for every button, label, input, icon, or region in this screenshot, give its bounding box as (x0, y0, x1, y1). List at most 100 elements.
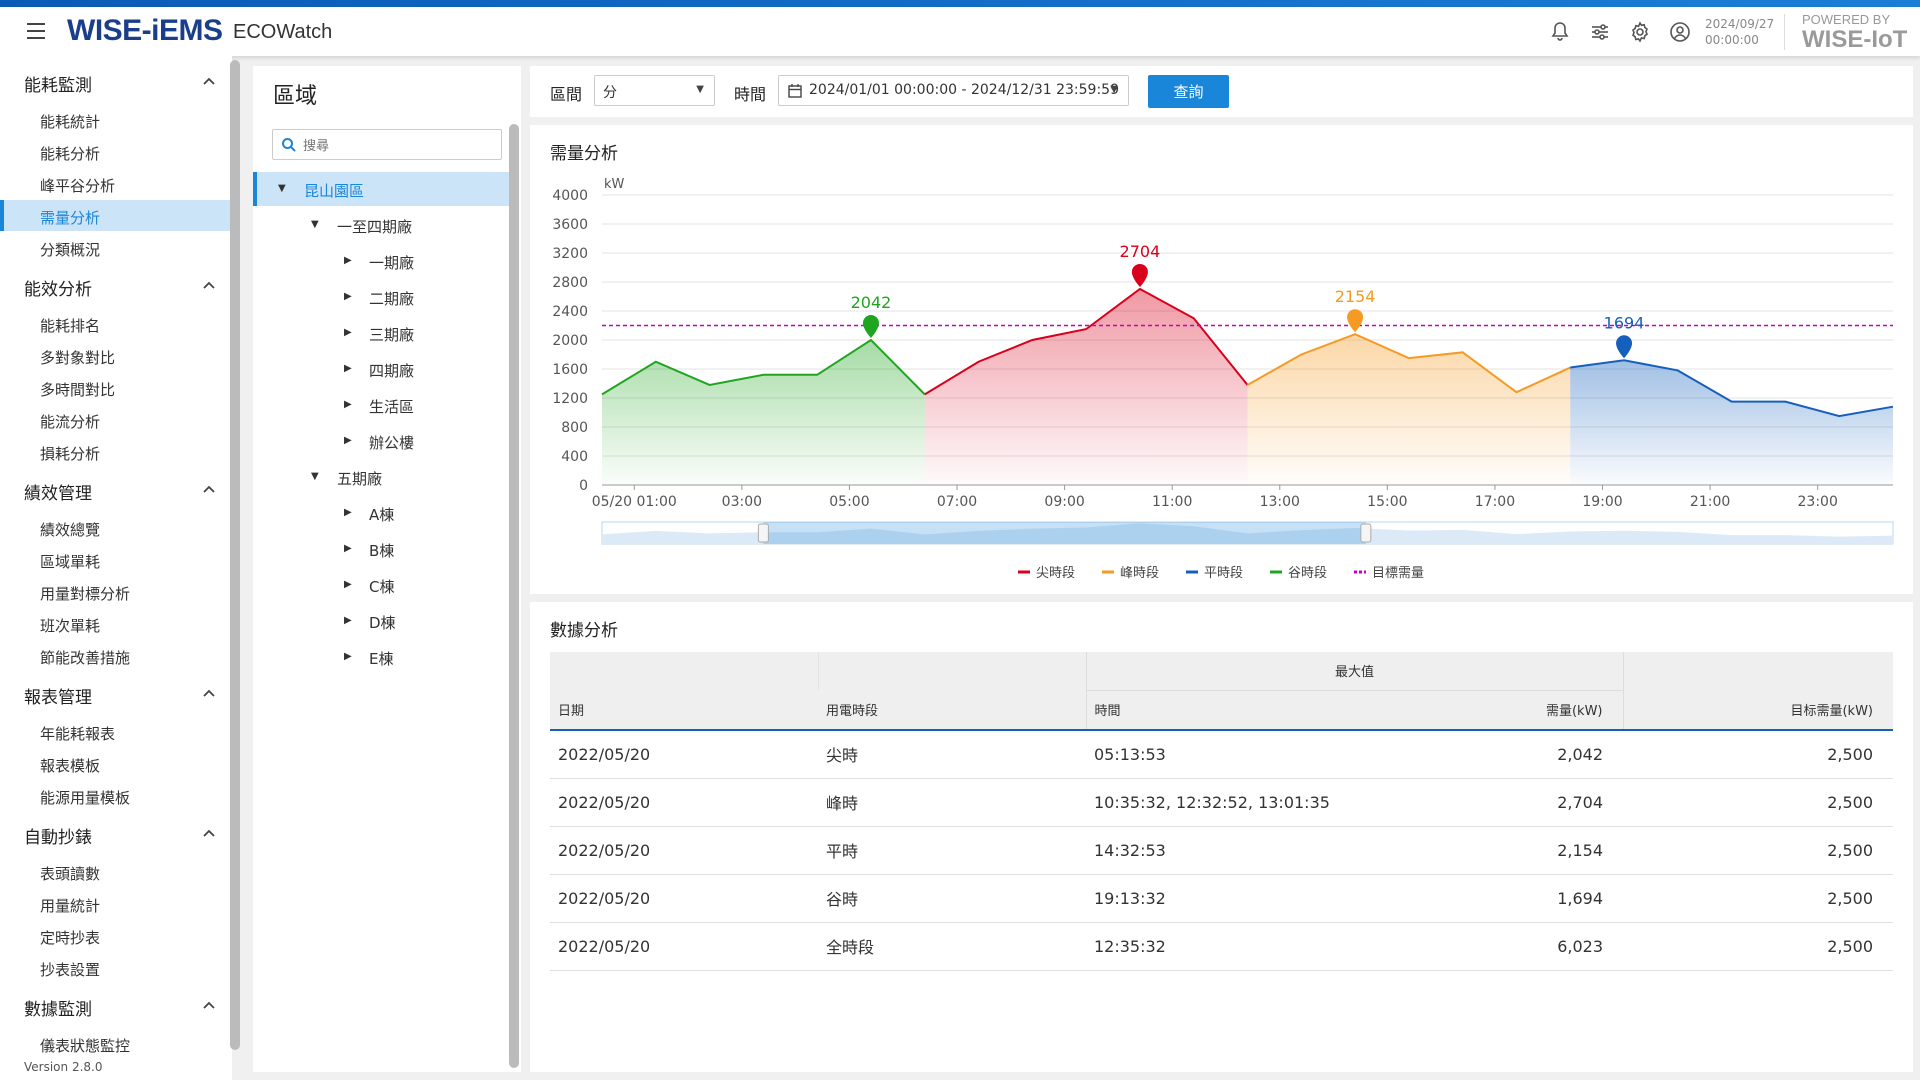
sidebar-item-meter-status[interactable]: 儀表狀態監控 (40, 1037, 131, 1055)
sidebar-group-efficiency[interactable]: 能效分析 (24, 280, 92, 300)
region-search-input[interactable] (303, 134, 493, 156)
tree-node-root[interactable]: 昆山園區 (304, 182, 365, 200)
tree-collapse-icon[interactable]: ▶ (344, 543, 352, 554)
sidebar-item-multi-time[interactable]: 多時間對比 (40, 381, 116, 399)
tree-expand-icon[interactable]: ▼ (311, 219, 319, 230)
tree-collapse-icon[interactable]: ▶ (344, 615, 352, 626)
sidebar-item-ranking[interactable]: 能耗排名 (40, 317, 101, 335)
sidebar-item-area-unit[interactable]: 區域單耗 (40, 553, 101, 571)
gear-icon[interactable] (1628, 20, 1652, 44)
tree-node-plant1[interactable]: 一期廠 (369, 254, 415, 272)
sidebar-item-annual-report[interactable]: 年能耗報表 (40, 725, 116, 743)
sidebar-item-report-template[interactable]: 報表模板 (40, 757, 101, 775)
sidebar-item-energy-stats[interactable]: 能耗統計 (40, 113, 101, 131)
cell-target: 2,500 (1623, 874, 1893, 923)
x-tick-label: 19:00 (1582, 494, 1622, 510)
sidebar-item-energy-analysis[interactable]: 能耗分析 (40, 145, 101, 163)
tree-node-living[interactable]: 生活區 (369, 398, 415, 416)
sidebar-item-improvement[interactable]: 節能改善措施 (40, 649, 131, 667)
tree-node-plant2[interactable]: 二期廠 (369, 290, 415, 308)
tree-node-group2[interactable]: 五期廠 (337, 470, 383, 488)
column-header-demand[interactable]: 需量(kW) (1354, 690, 1624, 730)
tree-node-building-b[interactable]: B棟 (369, 542, 395, 560)
tree-collapse-icon[interactable]: ▶ (344, 579, 352, 590)
sidebar-item-performance-overview[interactable]: 績效總覽 (40, 521, 101, 539)
table-row[interactable]: 2022/05/20 谷時 19:13:32 1,694 2,500 (550, 874, 1893, 923)
sidebar-item-loss[interactable]: 損耗分析 (40, 445, 101, 463)
tree-collapse-icon[interactable]: ▶ (344, 363, 352, 374)
sidebar-group-performance[interactable]: 績效管理 (24, 484, 92, 504)
range-handle[interactable] (757, 523, 769, 543)
sidebar-group-reports[interactable]: 報表管理 (24, 688, 92, 708)
sidebar-item-demand-analysis[interactable]: 需量分析 (40, 209, 101, 227)
sidebar-item-usage-template[interactable]: 能源用量模板 (40, 789, 131, 807)
annotation-label: 2154 (1335, 287, 1376, 306)
legend-label[interactable]: 尖時段 (1036, 566, 1075, 581)
time-range-picker[interactable]: 2024/01/01 00:00:00 - 2024/12/31 23:59:5… (778, 75, 1129, 106)
marker-pin-icon (1347, 309, 1364, 333)
series-line-尖時段 (924, 287, 1249, 396)
tree-collapse-icon[interactable]: ▶ (344, 651, 352, 662)
column-header-time[interactable]: 時間 (1086, 690, 1354, 730)
tree-collapse-icon[interactable]: ▶ (344, 255, 352, 266)
tree-collapse-icon[interactable]: ▶ (344, 507, 352, 518)
tree-node-building-a[interactable]: A棟 (369, 506, 395, 524)
column-header-period[interactable]: 用電時段 (818, 690, 1087, 730)
legend-label[interactable]: 峰時段 (1120, 566, 1159, 581)
sidebar-item-energy-flow[interactable]: 能流分析 (40, 413, 101, 431)
sidebar-item-usage-stats[interactable]: 用量統計 (40, 897, 101, 915)
sidebar-group-data-monitoring[interactable]: 數據監測 (24, 1000, 92, 1020)
chevron-up-icon[interactable] (202, 280, 216, 290)
tree-node-group1[interactable]: 一至四期廠 (337, 218, 413, 236)
legend-label[interactable]: 平時段 (1204, 566, 1243, 581)
tree-collapse-icon[interactable]: ▶ (344, 399, 352, 410)
query-button[interactable]: 查詢 (1148, 75, 1229, 108)
chevron-up-icon[interactable] (202, 688, 216, 698)
chevron-up-icon[interactable] (202, 828, 216, 838)
sliders-icon[interactable] (1588, 20, 1612, 44)
sidebar-group-energy-monitoring[interactable]: 能耗監測 (24, 76, 92, 96)
sidebar-scrollbar[interactable] (230, 60, 240, 1050)
table-row[interactable]: 2022/05/20 尖時 05:13:53 2,042 2,500 (550, 730, 1893, 779)
tree-collapse-icon[interactable]: ▶ (344, 435, 352, 446)
sidebar-item-reading-settings[interactable]: 抄表設置 (40, 961, 101, 979)
sidebar-item-benchmark[interactable]: 用量對標分析 (40, 585, 131, 603)
legend-label[interactable]: 谷時段 (1288, 566, 1327, 581)
tree-node-plant3[interactable]: 三期廠 (369, 326, 415, 344)
range-handle[interactable] (1360, 523, 1372, 543)
tree-node-office[interactable]: 辦公樓 (369, 434, 415, 452)
bell-icon[interactable] (1548, 20, 1572, 44)
tree-expand-icon[interactable]: ▼ (278, 183, 286, 194)
table-row[interactable]: 2022/05/20 峰時 10:35:32, 12:32:52, 13:01:… (550, 778, 1893, 827)
sidebar-group-auto-reading[interactable]: 自動抄錶 (24, 828, 92, 848)
table-row[interactable]: 2022/05/20 平時 14:32:53 2,154 2,500 (550, 826, 1893, 875)
chevron-up-icon[interactable] (202, 76, 216, 86)
user-icon[interactable] (1668, 20, 1692, 44)
interval-select[interactable]: 分 ▼ (594, 75, 715, 106)
chevron-up-icon[interactable] (202, 1000, 216, 1010)
column-header-date[interactable]: 日期 (550, 690, 818, 730)
sidebar-item-multi-object[interactable]: 多對象對比 (40, 349, 116, 367)
region-search[interactable] (272, 129, 502, 160)
tree-node-building-e[interactable]: E棟 (369, 650, 394, 668)
column-header-target[interactable]: 目标需量(kW) (1623, 690, 1893, 730)
sidebar-item-category-overview[interactable]: 分類概況 (40, 241, 101, 259)
sidebar-item-scheduled-reading[interactable]: 定時抄表 (40, 929, 101, 947)
tree-node-building-d[interactable]: D棟 (369, 614, 396, 632)
sidebar-item-peak-valley[interactable]: 峰平谷分析 (40, 177, 116, 195)
menu-icon[interactable] (27, 23, 45, 39)
tree-expand-icon[interactable]: ▼ (311, 471, 319, 482)
sidebar-item-meter-reading[interactable]: 表頭讀數 (40, 865, 101, 883)
demand-chart[interactable]: 0 400 800 1200 1600 2000 2400 2800 3200 3600 4000 k… (530, 125, 1913, 594)
chevron-up-icon[interactable] (202, 484, 216, 494)
tree-node-plant4[interactable]: 四期廠 (369, 362, 415, 380)
tree-node-building-c[interactable]: C棟 (369, 578, 395, 596)
x-tick-label: 13:00 (1260, 494, 1300, 510)
table-row[interactable]: 2022/05/20 全時段 12:35:32 6,023 2,500 (550, 922, 1893, 971)
legend-label[interactable]: 目標需量 (1372, 566, 1424, 581)
sidebar-item-shift-unit[interactable]: 班次單耗 (40, 617, 101, 635)
cell-time: 14:32:53 (1086, 826, 1354, 875)
region-scrollbar[interactable] (509, 124, 519, 1068)
tree-collapse-icon[interactable]: ▶ (344, 327, 352, 338)
tree-collapse-icon[interactable]: ▶ (344, 291, 352, 302)
